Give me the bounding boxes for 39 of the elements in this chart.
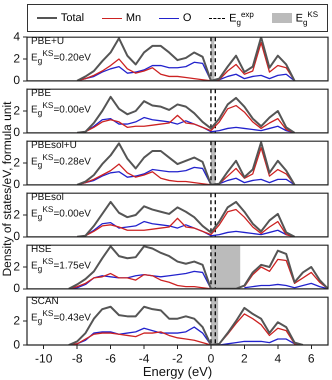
x-tick-label: 4 bbox=[274, 352, 282, 366]
x-tick-label: 6 bbox=[308, 352, 315, 366]
x-tick-label: -8 bbox=[72, 352, 83, 366]
chart-title: SCAN bbox=[31, 296, 59, 307]
x-tick-label: 0 bbox=[208, 352, 215, 366]
x-tick-label: -10 bbox=[35, 352, 53, 366]
annotation: E$_{g}$$^{KS}$=0.00eV bbox=[31, 204, 91, 222]
annotation: E$_{g}$$^{KS}$=0.20eV bbox=[31, 48, 91, 66]
chart-title: HSE bbox=[31, 244, 52, 255]
y-tick-label: 2 bbox=[13, 313, 20, 328]
y-tick-label: 2 bbox=[13, 103, 20, 118]
x-tick-label: -6 bbox=[105, 352, 116, 366]
y-tick-label: 0 bbox=[13, 229, 20, 244]
y-tick-label: 2 bbox=[13, 259, 20, 274]
y-tick-label: 0 bbox=[13, 281, 20, 296]
chart-title: PBEsol bbox=[31, 192, 64, 203]
annotation: E$_{g}$$^{KS}$=0.28eV bbox=[31, 152, 91, 170]
y-tick-label: 0 bbox=[13, 337, 20, 352]
y-tick-label: 0 bbox=[13, 177, 20, 192]
y-tick-label: 4 bbox=[13, 30, 20, 44]
legend-label: Mn bbox=[126, 12, 142, 24]
annotation: E$_{g}$$^{KS}$=1.75eV bbox=[31, 256, 91, 274]
x-axis-title: Energy (eV) bbox=[142, 364, 212, 379]
chart-title: PBEsol+U bbox=[31, 140, 77, 151]
legend-label: O bbox=[182, 12, 192, 24]
y-tick-label: 2 bbox=[13, 51, 20, 66]
annotation: E$_{g}$$^{KS}$=0.43eV bbox=[31, 308, 91, 326]
x-tick-label: -4 bbox=[138, 352, 150, 366]
y-tick-label: 2 bbox=[13, 155, 20, 170]
legend-label: Total bbox=[60, 12, 84, 24]
x-tick-label: 2 bbox=[241, 352, 248, 366]
y-axis-title: Density of states/eV, formula unit bbox=[0, 100, 14, 278]
annotation: E$_{g}$$^{KS}$=0.00eV bbox=[31, 100, 91, 118]
y-tick-label: 0 bbox=[13, 125, 20, 140]
x-tick-label: -2 bbox=[172, 352, 184, 366]
y-tick-label: 2 bbox=[13, 207, 20, 222]
chart-title: PBE bbox=[31, 88, 52, 99]
y-tick-label: 0 bbox=[13, 73, 20, 88]
chart-title: PBE+U bbox=[31, 36, 64, 47]
